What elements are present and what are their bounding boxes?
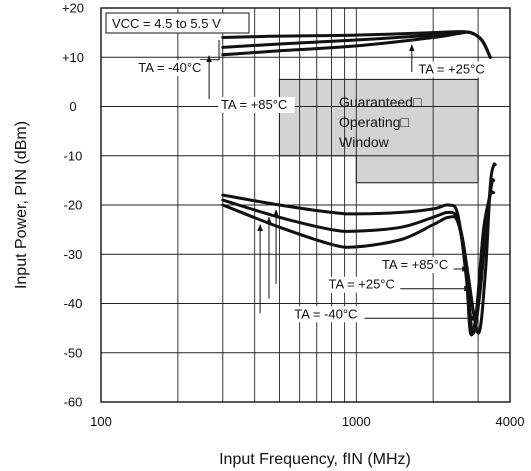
annotation-label: TA = +85°C bbox=[221, 97, 287, 112]
y-tick-label: +20 bbox=[62, 1, 84, 16]
lower-curve-0 bbox=[221, 190, 496, 337]
x-axis-label: Input Frequency, fIN (MHz) bbox=[219, 451, 411, 468]
supply-label: VCC = 4.5 to 5.5 V bbox=[112, 16, 221, 31]
lower-curve-2 bbox=[221, 162, 497, 335]
annotation-label: TA = +25°C bbox=[418, 62, 484, 77]
window-label-line-1: Guaranteed□ bbox=[339, 94, 422, 110]
window-label-line-2: Operating□ bbox=[339, 114, 409, 130]
y-axis-label: Input Power, PIN (dBm) bbox=[13, 121, 30, 289]
x-tick-label: 4000 bbox=[496, 414, 525, 429]
tick-label-layer: +20 +10 0 -10 -20 -30 -40 -50 -60 100 1000 4000 bbox=[62, 1, 524, 430]
x-tick-label: 100 bbox=[90, 414, 112, 429]
y-tick-label: +10 bbox=[62, 50, 84, 65]
annotation-label-bg bbox=[376, 257, 454, 274]
plot-frame bbox=[100, 7, 511, 403]
annotation-label: TA = +85°C bbox=[382, 257, 448, 272]
annotation-label-bg bbox=[217, 96, 295, 113]
y-tick-label: -10 bbox=[64, 148, 83, 163]
annotation-label-bg bbox=[287, 306, 365, 323]
annotation-label-bg bbox=[135, 60, 213, 77]
y-tick-label: -20 bbox=[64, 198, 83, 213]
y-tick-label: -30 bbox=[64, 247, 83, 262]
y-tick-label: -40 bbox=[64, 296, 83, 311]
annotation-label-bg bbox=[323, 276, 401, 293]
annotation-label: TA = +25°C bbox=[329, 277, 395, 292]
curve-layer bbox=[221, 30, 497, 337]
y-tick-label: -50 bbox=[64, 345, 83, 360]
annotation-label: TA = -40°C bbox=[294, 306, 357, 321]
annotation-label: TA = -40°C bbox=[138, 60, 201, 75]
y-tick-label: -60 bbox=[64, 395, 83, 410]
window-label: Guaranteed□ Operating□ Window bbox=[339, 94, 422, 150]
window-label-line-3: Window bbox=[339, 134, 390, 150]
y-tick-label: 0 bbox=[69, 99, 76, 114]
lower-curve-1 bbox=[221, 178, 496, 336]
annotation-layer: TA = -40°C TA = +85°C TA = +25°C TA = +85°C… bbox=[135, 40, 493, 323]
x-tick-label: 1000 bbox=[342, 414, 371, 429]
supply-box: VCC = 4.5 to 5.5 V bbox=[105, 12, 250, 34]
annotation-label-bg bbox=[415, 61, 493, 78]
upper-curve-2 bbox=[221, 30, 492, 59]
